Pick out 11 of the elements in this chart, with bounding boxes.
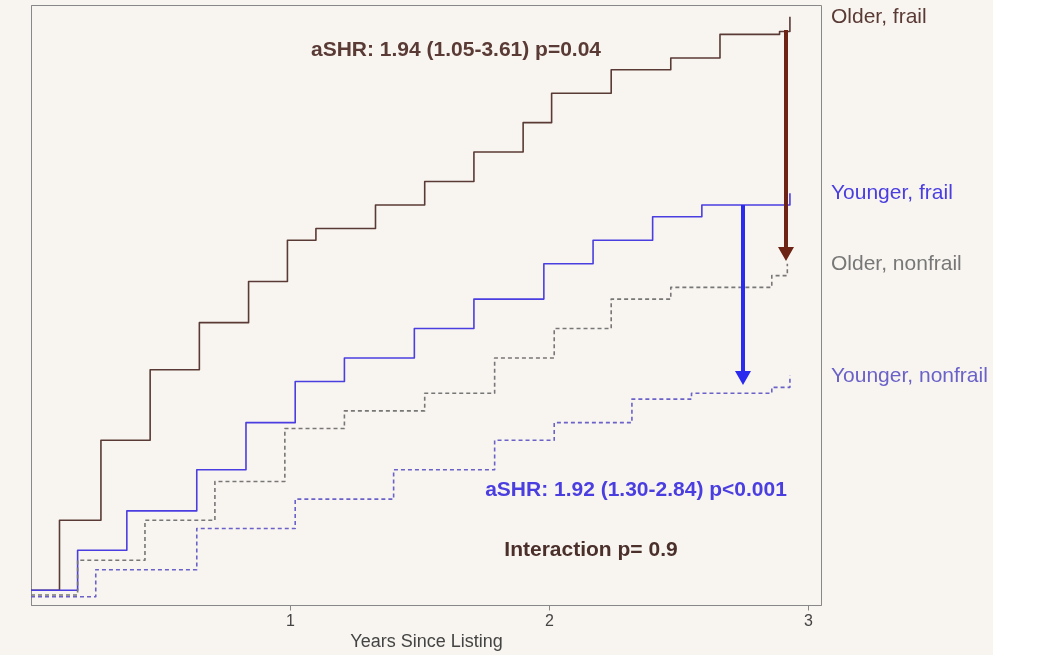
x-tick-label: 2	[545, 611, 555, 629]
x-axis-title: Years Since Listing	[350, 630, 503, 651]
annotation: aSHR: 1.92 (1.30-2.84) p<0.001	[485, 477, 788, 500]
annotation: Interaction p= 0.9	[504, 537, 678, 560]
series-label: Older, frail	[831, 3, 927, 27]
series-label: Younger, nonfrail	[831, 362, 988, 386]
annotation: aSHR: 1.94 (1.05-3.61) p=0.04	[310, 37, 602, 60]
x-tick-label: 3	[804, 611, 814, 629]
text: Older, nonfrail	[831, 250, 962, 274]
series-label: Younger, frail	[831, 180, 953, 204]
x-tick-label: 1	[286, 611, 296, 629]
